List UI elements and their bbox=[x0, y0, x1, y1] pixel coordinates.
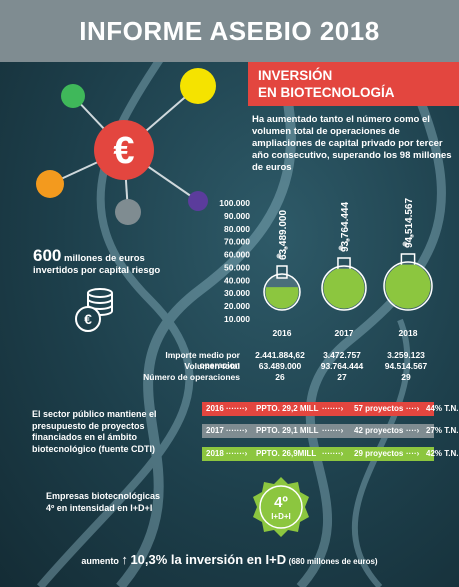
y-tick-label: 20.000 bbox=[224, 301, 250, 311]
budget-proyectos: 42 proyectos bbox=[354, 426, 404, 435]
budget-arrow3: ····› bbox=[406, 449, 420, 458]
stat-2017-volumen: 93.764.444 bbox=[320, 361, 364, 371]
stat-2016-volumen: 63.489.000 bbox=[258, 361, 302, 371]
y-tick-label: 10.000 bbox=[224, 314, 250, 324]
empresas-line1: Empresas biotecnológicas bbox=[46, 491, 161, 501]
bubble bbox=[402, 241, 408, 247]
x-tick-label-2017: 2017 bbox=[335, 328, 354, 338]
budget-ppto: PPTO. 29,2 MILL bbox=[256, 404, 319, 413]
risk-capital-amount: 600 bbox=[33, 246, 62, 265]
budget-arrow2: ·······› bbox=[322, 426, 344, 435]
stat-2017-operaciones: 27 bbox=[337, 372, 347, 382]
stat-2018-operaciones: 29 bbox=[401, 372, 411, 382]
y-tick-label: 90.000 bbox=[224, 211, 250, 221]
section-title-line2: EN BIOTECNOLOGÍA bbox=[258, 85, 395, 100]
stat-2016-importe: 2.441.884,62 bbox=[255, 350, 305, 360]
intro-text: Ha aumentado tanto el número como el vol… bbox=[252, 114, 452, 173]
budget-proyectos: 29 proyectos bbox=[354, 449, 404, 458]
bar-2017 bbox=[323, 268, 365, 309]
budget-row-2016: 2016 ·······› PPTO. 29,2 MILL ·······› 57 pr… bbox=[202, 402, 459, 416]
euro-symbol: € bbox=[113, 130, 134, 172]
budget-arrow1: ·······› bbox=[226, 426, 248, 435]
coin-euro-symbol: € bbox=[84, 311, 92, 327]
y-tick-label: 50.000 bbox=[224, 262, 250, 272]
y-tick-label: 80.000 bbox=[224, 224, 250, 234]
budget-ppto: PPTO. 26,9MILL bbox=[256, 449, 317, 458]
stat-2016-operaciones: 26 bbox=[275, 372, 285, 382]
flask-neck bbox=[276, 265, 288, 279]
y-tick-label: 30.000 bbox=[224, 288, 250, 298]
stats-label-importe: Importe medio por operacion bbox=[165, 350, 240, 370]
bar-2016 bbox=[265, 287, 299, 309]
euro-molecule-icon: € bbox=[36, 68, 216, 225]
section-title-line1: INVERSIÓN bbox=[258, 68, 333, 83]
budget-tnr: 44% T.N.R. bbox=[426, 404, 459, 413]
x-tick-label-2018: 2018 bbox=[399, 328, 418, 338]
aumento-line: aumento ↑ 10,3% la inversión en I+D (680… bbox=[0, 552, 459, 567]
budget-arrow3: ····› bbox=[406, 404, 420, 413]
page-header: INFORME ASEBIO 2018 bbox=[0, 0, 459, 62]
badge-label: I+D+I bbox=[271, 512, 291, 521]
data-label-2017: 93.764.444 bbox=[340, 202, 351, 252]
budget-arrow3: ····› bbox=[406, 426, 420, 435]
empresas-text: Empresas biotecnológicas 4º en intensida… bbox=[46, 491, 206, 514]
y-tick-label: 60.000 bbox=[224, 250, 250, 260]
stats-label-volumen: Volumen total bbox=[184, 361, 240, 371]
public-sector-text: El sector público mantiene el presupuest… bbox=[32, 409, 157, 454]
ranking-badge-icon: 4º I+D+I bbox=[253, 477, 309, 537]
budget-row-2018: 2018 ·······› PPTO. 26,9MILL ·······› 29 pro… bbox=[202, 447, 459, 461]
bubble bbox=[276, 253, 282, 259]
arrow-up-icon: ↑ bbox=[121, 552, 128, 567]
budget-year: 2018 bbox=[206, 449, 224, 458]
budget-proyectos: 57 proyectos bbox=[354, 404, 404, 413]
investment-flask-chart: 100.000 90.000 80.000 70.000 60.000 50.000 40.… bbox=[219, 198, 433, 338]
stat-2017-importe: 3.472.757 bbox=[323, 350, 361, 360]
budget-year: 2016 bbox=[206, 404, 224, 413]
budget-arrow1: ·······› bbox=[226, 449, 248, 458]
data-label-2018: 94.514.567 bbox=[404, 198, 415, 248]
risk-capital-line1: millones de euros bbox=[64, 253, 145, 264]
stat-2018-volumen: 94.514.567 bbox=[384, 361, 428, 371]
bubble bbox=[346, 238, 350, 242]
data-label-2016: 63.489.000 bbox=[278, 210, 289, 260]
budget-tnr: 27% T.N.R. bbox=[426, 426, 459, 435]
aumento-prefix: aumento bbox=[81, 556, 119, 566]
budget-tnr: 42% T.N.R. bbox=[426, 449, 459, 458]
y-tick-label: 100.000 bbox=[219, 198, 250, 208]
x-tick-label-2016: 2016 bbox=[273, 328, 292, 338]
empresas-line2: 4º en intensidad en I+D+I bbox=[46, 502, 153, 513]
stats-label-operaciones: Número de operaciones bbox=[143, 372, 240, 382]
bubble bbox=[410, 234, 414, 238]
budget-arrow2: ·······› bbox=[322, 449, 344, 458]
aumento-suffix: (680 millones de euros) bbox=[288, 557, 378, 566]
section-title-box: INVERSIÓN EN BIOTECNOLOGÍA bbox=[248, 62, 459, 106]
bubble bbox=[338, 245, 344, 251]
budget-row-2017: 2017 ·······› PPTO. 29,1 MILL ·······› 42 pr… bbox=[202, 424, 459, 438]
budget-year: 2017 bbox=[206, 426, 224, 435]
badge-rank: 4º bbox=[274, 494, 288, 511]
budget-arrow1: ·······› bbox=[226, 404, 248, 413]
risk-capital-text: 600 millones de euros invertidos por cap… bbox=[33, 247, 161, 277]
budget-arrow2: ·······› bbox=[322, 404, 344, 413]
risk-capital-line2: invertidos por capital riesgo bbox=[33, 265, 161, 276]
coins-icon: € bbox=[75, 288, 113, 332]
aumento-main: 10,3% la inversión en I+D bbox=[130, 552, 287, 567]
y-tick-label: 40.000 bbox=[224, 275, 250, 285]
bar-2018 bbox=[385, 264, 431, 309]
bubble bbox=[284, 246, 288, 250]
y-tick-label: 70.000 bbox=[224, 237, 250, 247]
stat-2018-importe: 3.259.123 bbox=[387, 350, 425, 360]
page-title: INFORME ASEBIO 2018 bbox=[79, 15, 380, 46]
budget-ppto: PPTO. 29,1 MILL bbox=[256, 426, 319, 435]
